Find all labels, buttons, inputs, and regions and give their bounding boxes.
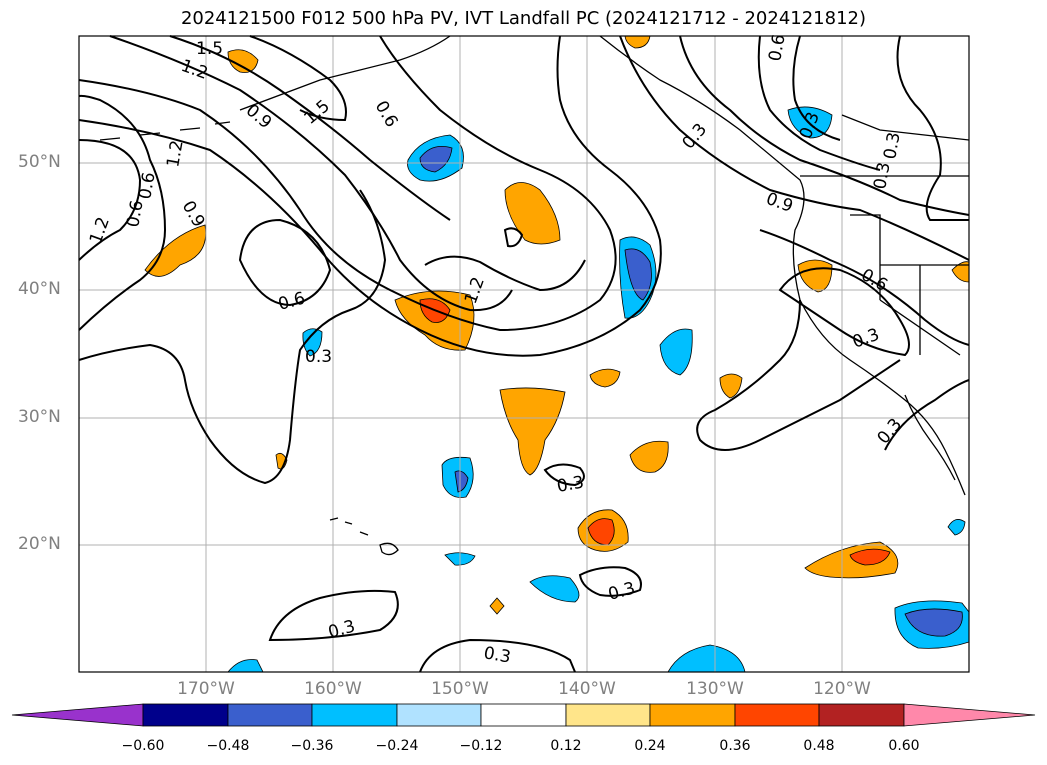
positive-anomaly xyxy=(489,597,505,615)
hawaii xyxy=(329,517,399,556)
us-states xyxy=(850,214,969,356)
lon-label: 160°W xyxy=(304,679,362,699)
canada-border xyxy=(841,114,970,141)
pv-contour xyxy=(169,35,451,221)
colorbar-tick-label: −0.24 xyxy=(375,738,419,754)
pv-contour xyxy=(578,566,642,597)
contour-label: 0.6 xyxy=(123,199,147,229)
pv-contour xyxy=(78,94,167,331)
pv-contour xyxy=(78,139,142,261)
negative-anomaly xyxy=(529,575,580,603)
alaska-peninsula xyxy=(239,35,451,111)
lat-label: 20°N xyxy=(18,534,61,554)
contour-label: 0.3 xyxy=(880,131,904,161)
negative-anomaly xyxy=(454,470,469,493)
contour-label: 0.3 xyxy=(555,473,585,497)
pv-contour xyxy=(679,35,970,216)
pv-contour xyxy=(78,189,387,485)
lat-label: 40°N xyxy=(18,279,61,299)
negative-anomaly xyxy=(302,328,323,357)
pv-contour xyxy=(424,255,586,292)
map-title: 2024121500 F012 500 hPa PV, IVT Landfall… xyxy=(180,8,867,29)
colorbar-bin xyxy=(649,703,736,727)
lon-label: 150°W xyxy=(431,679,489,699)
colorbar-tick-label: 0.48 xyxy=(803,738,835,754)
contour-label: 1.5 xyxy=(196,39,223,59)
pv-contours xyxy=(78,35,970,673)
colorbar-bin xyxy=(565,703,651,727)
colorbar-tick-label: 0.12 xyxy=(550,738,582,754)
lon-label: 120°W xyxy=(813,679,871,699)
lat-label: 30°N xyxy=(18,407,61,427)
colorbar-bin xyxy=(311,703,398,727)
pv-contour xyxy=(503,227,524,248)
pv-contour xyxy=(619,35,970,261)
pv-contour xyxy=(543,463,585,487)
colorbar xyxy=(11,703,1036,727)
map-frame xyxy=(78,35,970,673)
positive-anomaly xyxy=(144,224,207,277)
contour-label: 0.3 xyxy=(305,347,332,367)
pv-contour xyxy=(884,379,970,451)
pv-contour xyxy=(268,589,399,642)
negative-anomaly xyxy=(904,608,963,637)
colorbar-bin xyxy=(142,703,229,727)
colorbar-bin xyxy=(480,703,567,727)
pv-contour xyxy=(249,35,347,122)
contour-label: 0.3 xyxy=(870,161,894,191)
colorbar-tick-label: −0.60 xyxy=(121,738,165,754)
colorbar-tick-label: −0.12 xyxy=(459,738,503,754)
lon-label: 140°W xyxy=(558,679,616,699)
colorbar-tick-label: 0.24 xyxy=(634,738,666,754)
pv-contour xyxy=(78,35,662,357)
colorbar-tick-label: 0.36 xyxy=(719,738,751,754)
pv-contour xyxy=(778,267,910,357)
positive-anomaly xyxy=(629,440,669,473)
pv-contour xyxy=(896,35,969,221)
pv-contour xyxy=(238,218,332,307)
colorbar-bin xyxy=(396,703,482,727)
colorbar-bin xyxy=(734,703,820,727)
negative-anomaly xyxy=(947,519,966,536)
coastlines xyxy=(99,35,970,556)
north-america-coast xyxy=(599,35,966,496)
positive-anomaly xyxy=(227,49,259,73)
pv-contour xyxy=(109,35,513,312)
pv-contour xyxy=(792,35,841,141)
pv-contour xyxy=(696,299,901,451)
contour-label: 1.2 xyxy=(163,139,187,169)
colorbar-bin xyxy=(818,703,905,727)
contour-label: 0.6 xyxy=(765,33,789,63)
negative-anomaly xyxy=(659,328,693,376)
positive-anomaly xyxy=(849,548,891,566)
colorbar-tick-label: −0.48 xyxy=(206,738,250,754)
positive-anomaly xyxy=(504,182,561,245)
baja-coast xyxy=(904,394,956,481)
colorbar-tick-label: 0.60 xyxy=(888,738,920,754)
lat-label: 50°N xyxy=(18,152,61,172)
negative-anomaly xyxy=(667,644,746,673)
negative-anomaly xyxy=(624,248,652,301)
contour-label: 0.3 xyxy=(482,643,512,667)
positive-anomaly xyxy=(587,518,615,546)
pv-contour xyxy=(78,35,617,332)
positive-anomaly xyxy=(624,35,651,49)
pv-contour xyxy=(759,229,970,346)
positive-anomaly xyxy=(589,368,621,388)
pv-contour xyxy=(419,638,576,673)
positive-anomaly xyxy=(719,373,743,399)
colorbar-tick-label: −0.36 xyxy=(290,738,334,754)
positive-anomaly xyxy=(499,387,566,476)
lon-label: 170°W xyxy=(177,679,235,699)
colorbar-extend-right xyxy=(903,703,1036,727)
colorbar-bin xyxy=(227,703,313,727)
lon-label: 130°W xyxy=(686,679,744,699)
pv-contour xyxy=(757,35,881,171)
colorbar-extend-left xyxy=(11,703,144,727)
contour-label: 0.6 xyxy=(135,171,159,201)
